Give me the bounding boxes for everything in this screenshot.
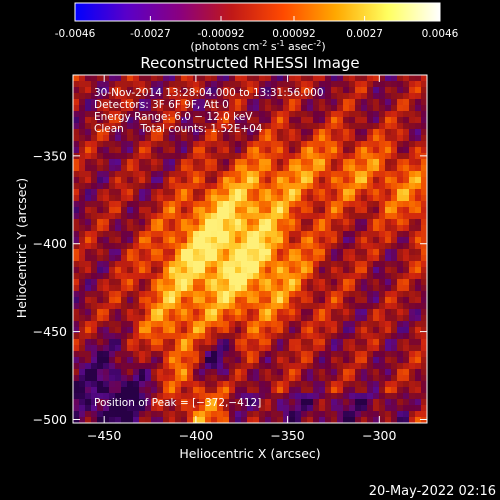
annotation-total-counts: Clean Total counts: 1.52E+04	[94, 123, 263, 135]
peak-position-label: Position of Peak = [−372,−412]	[94, 397, 261, 409]
axes: −450 −400 −350 −300 −350 −400 −450 −500	[33, 75, 427, 443]
x-tick-label: −300	[362, 428, 396, 443]
annotation-time-range: 30-Nov-2014 13:28:04.000 to 13:31:56.000	[94, 87, 324, 99]
colorbar-tick-label: 0.00092	[272, 28, 315, 40]
y-tick-label: −500	[33, 412, 67, 427]
annotation-energy-range: Energy Range: 6.0 − 12.0 keV	[94, 111, 253, 123]
colorbar-tick-label: -0.0046	[55, 28, 96, 40]
chart-title: Reconstructed RHESSI Image	[140, 54, 359, 72]
x-axis-label: Heliocentric X (arcsec)	[179, 446, 320, 461]
colorbar-tick-label: 0.0027	[346, 28, 383, 40]
colorbar	[74, 2, 441, 22]
annotation-block: 30-Nov-2014 13:28:04.000 to 13:31:56.000…	[94, 87, 324, 135]
x-tick-label: −350	[270, 428, 304, 443]
colorbar-tick-label: 0.0046	[422, 28, 459, 40]
y-tick-label: −400	[33, 236, 67, 251]
x-tick-label: −400	[179, 428, 213, 443]
colorbar-tick-label: -0.0027	[130, 28, 171, 40]
colorbar-units-label: (photons cm-2 s-1 asec-2)	[190, 39, 325, 53]
colorbar-tick-label: -0.00092	[197, 28, 244, 40]
y-tick-label: −350	[33, 148, 67, 163]
annotation-detectors: Detectors: 3F 6F 9F, Att 0	[94, 99, 229, 111]
colorbar-ticks: -0.0046 -0.0027 -0.00092 0.00092 0.0027 0.004…	[55, 16, 459, 40]
plot-frame	[72, 74, 428, 424]
x-tick-label: −450	[87, 428, 121, 443]
y-tick-label: −450	[33, 324, 67, 339]
y-axis-label: Heliocentric Y (arcsec)	[14, 178, 29, 318]
footer-timestamp: 20-May-2022 02:16	[369, 484, 496, 499]
